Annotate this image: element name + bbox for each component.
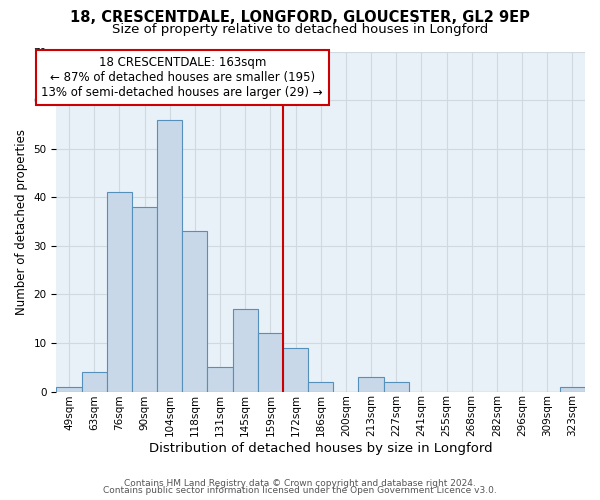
Bar <box>383 382 409 392</box>
Bar <box>233 309 258 392</box>
Bar <box>82 372 107 392</box>
Bar <box>157 120 182 392</box>
X-axis label: Distribution of detached houses by size in Longford: Distribution of detached houses by size … <box>149 442 493 455</box>
Bar <box>358 377 383 392</box>
Y-axis label: Number of detached properties: Number of detached properties <box>15 128 28 314</box>
Text: Contains HM Land Registry data © Crown copyright and database right 2024.: Contains HM Land Registry data © Crown c… <box>124 478 476 488</box>
Bar <box>308 382 333 392</box>
Bar <box>258 333 283 392</box>
Text: Size of property relative to detached houses in Longford: Size of property relative to detached ho… <box>112 22 488 36</box>
Bar <box>107 192 132 392</box>
Text: Contains public sector information licensed under the Open Government Licence v3: Contains public sector information licen… <box>103 486 497 495</box>
Bar <box>208 368 233 392</box>
Bar <box>132 207 157 392</box>
Bar <box>283 348 308 392</box>
Bar <box>560 386 585 392</box>
Bar <box>56 386 82 392</box>
Text: 18 CRESCENTDALE: 163sqm
← 87% of detached houses are smaller (195)
13% of semi-d: 18 CRESCENTDALE: 163sqm ← 87% of detache… <box>41 56 323 100</box>
Bar <box>182 231 208 392</box>
Text: 18, CRESCENTDALE, LONGFORD, GLOUCESTER, GL2 9EP: 18, CRESCENTDALE, LONGFORD, GLOUCESTER, … <box>70 10 530 25</box>
